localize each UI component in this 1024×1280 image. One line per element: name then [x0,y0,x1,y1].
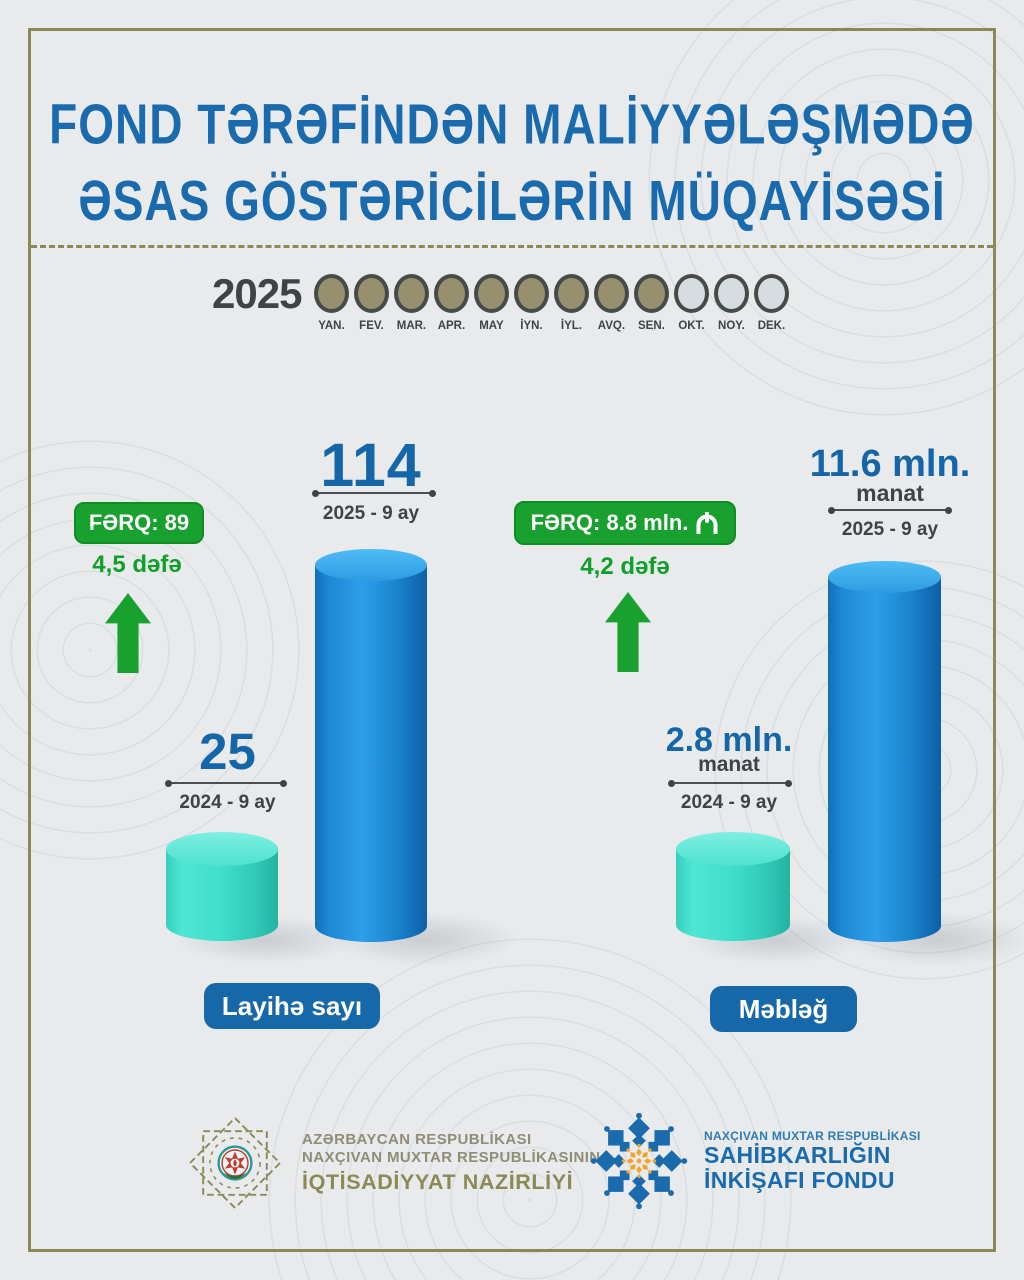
fund-name-line2: İNKİŞAFI FONDU [704,1167,895,1193]
growth-arrow-up-icon [605,592,651,672]
month-dot-empty [713,274,749,313]
month-indicator-avq: AVQ. [591,274,631,332]
month-indicator-may: MAY [471,274,511,332]
amount-2024-ruler [668,779,792,787]
page-title: FOND TƏRƏFİNDƏN MALİYYƏLƏŞMƏDƏ ƏSAS GÖST… [0,86,1024,240]
projects-2024-cylinder [166,832,278,941]
month-dot-empty [753,274,789,313]
month-dot-filled [393,274,429,313]
amount-2024-value: 2.8 mln. [665,721,793,759]
month-dot-filled [513,274,549,313]
amount-2024-unit: manat [698,753,760,776]
month-indicator-mar: MAR. [391,274,431,332]
background-pattern [250,920,810,1280]
month-label: DEK. [757,320,786,332]
month-indicator-i̇yl: İYL. [551,274,591,332]
page-title-line2: ƏSAS GÖSTƏRİCİLƏRİN MÜQAYİSƏSİ [78,168,946,233]
month-indicator-fev: FEV. [351,274,391,332]
projects-2025-ruler [312,489,436,497]
amount-difference-badge: FƏRQ: 8.8 mln. [514,501,736,545]
month-indicator-i̇yn: İYN. [511,274,551,332]
projects-growth-label: 4,5 dəfə [92,551,182,578]
month-dot-filled [473,274,509,313]
amount-2025-unit: manat [856,480,924,506]
month-label: NOY. [718,320,745,332]
month-label: SEN. [638,320,665,332]
projects-2025-value: 114 [320,431,422,499]
ministry-logo-block: AZƏRBAYCAN RESPUBLİKASI NAXÇIVAN MUXTAR … [182,1110,601,1216]
projects-difference-badge: FƏRQ: 89 [74,502,204,544]
month-dot-filled [433,274,469,313]
projects-2024-ruler [165,779,287,787]
month-label: APR. [437,320,466,332]
dashed-divider [31,245,993,248]
month-label: MAR. [396,320,427,332]
month-dot-filled [553,274,589,313]
fund-logo-icon [590,1112,688,1210]
month-dot-filled [593,274,629,313]
month-label: İYN. [520,320,543,332]
month-label: YAN. [318,320,345,332]
projects-category-text: Layihə sayı [221,990,363,1021]
amount-category-label: Məbləğ [710,986,857,1032]
ministry-line2: NAXÇIVAN MUXTAR RESPUBLİKASININ [302,1148,601,1166]
amount-category-text: Məbləğ [738,993,829,1024]
amount-growth-label: 4,2 dəfə [580,553,670,580]
projects-2024-value: 25 [199,723,256,780]
amount-2025-value: 11.6 mln. [809,443,971,485]
month-label: OKT. [678,320,705,332]
growth-arrow-up-icon [105,593,151,673]
projects-2025-period: 2025 - 9 ay [322,503,420,524]
fund-line1: NAXÇIVAN MUXTAR RESPUBLİKASI [704,1129,921,1143]
projects-category-label: Layihə sayı [204,983,380,1029]
page-title-line1: FOND TƏRƏFİNDƏN MALİYYƏLƏŞMƏDƏ [49,92,975,156]
projects-2025-cylinder [315,549,427,942]
months-row: YAN. FEV. MAR. APR. MAY İYN. İYL. AVQ. SEN. OKT. N… [311,274,791,332]
month-indicator-dek: DEK. [751,274,791,332]
amount-2025-period: 2025 - 9 ay [841,519,939,540]
ministry-line1: AZƏRBAYCAN RESPUBLİKASI [302,1131,532,1148]
amount-2025-cylinder [828,561,941,942]
month-indicator-sen: SEN. [631,274,671,332]
month-indicator-okt: OKT. [671,274,711,332]
month-dot-empty [673,274,709,313]
amount-2025-ruler [828,506,952,514]
projects-difference-text: FƏRQ: 89 [88,510,190,535]
manat-currency-icon [696,512,718,534]
months-timeline: 2025 YAN. FEV. MAR. APR. MAY İYN. İYL. AVQ. SEN.… [212,270,791,332]
fund-name-line1: SAHİBKARLIĞIN [704,1142,891,1168]
amount-2024-period: 2024 - 9 ay [680,792,778,813]
month-dot-filled [313,274,349,313]
year-label: 2025 [212,270,302,317]
month-label: AVQ. [597,320,626,332]
ministry-emblem-icon [188,1116,282,1210]
fund-logo-block: NAXÇIVAN MUXTAR RESPUBLİKASI SAHİBKARLIĞ… [586,1108,921,1214]
month-dot-filled [353,274,389,313]
amount-2024-cylinder [676,832,790,941]
month-indicator-yan: YAN. [311,274,351,332]
month-label: İYL. [560,320,582,332]
projects-2024-period: 2024 - 9 ay [179,792,276,813]
ministry-name: İQTİSADİYYAT NAZİRLİYİ [302,1170,574,1194]
amount-difference-text: FƏRQ: 8.8 mln. [530,510,689,535]
month-dot-filled [633,274,669,313]
month-label: MAY [479,320,504,332]
month-indicator-noy: NOY. [711,274,751,332]
month-indicator-apr: APR. [431,274,471,332]
month-label: FEV. [359,320,384,332]
